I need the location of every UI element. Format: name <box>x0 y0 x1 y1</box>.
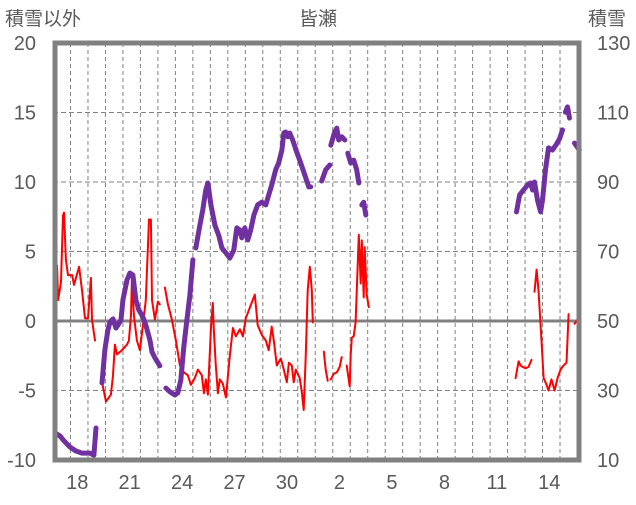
y-right-tick-label: 70 <box>597 242 619 264</box>
y-left-tick-label: 15 <box>14 103 36 125</box>
y-right-tick-label: 50 <box>597 311 619 333</box>
x-tick-label: 14 <box>538 472 560 494</box>
gridlines <box>53 43 581 460</box>
left-axis-label: 積雪以外 <box>5 8 81 30</box>
plot-frame <box>52 40 582 463</box>
y-right-tick-label: 30 <box>597 381 619 403</box>
y-left-tick-label: 10 <box>14 172 36 194</box>
x-tick-label: 2 <box>334 472 345 494</box>
snow-depth-line <box>52 104 582 458</box>
series-lines <box>52 104 582 458</box>
y-left-tick-label: 0 <box>25 311 36 333</box>
y-left-tick-label: 5 <box>25 242 36 264</box>
chart-title: 皆瀬 <box>299 8 337 30</box>
x-tick-label: 11 <box>486 472 507 494</box>
right-axis-label: 積雪 <box>588 8 626 30</box>
y-right-tick-label: 10 <box>597 450 619 472</box>
y-right-tick-label: 90 <box>597 172 619 194</box>
y-left-tick-label: 20 <box>14 33 36 55</box>
x-tick-label: 30 <box>276 472 298 494</box>
x-tick-label: 18 <box>66 472 88 494</box>
y-right-tick-label: 130 <box>597 33 630 55</box>
x-tick-label: 27 <box>223 472 245 494</box>
x-tick-label: 24 <box>171 472 193 494</box>
y-left-tick-label: -5 <box>18 381 36 403</box>
tick-labels: 20 130 15 110 10 90 5 70 0 50 -5 30 -10 10 18 21 24 27 30 2… <box>7 33 630 494</box>
x-tick-label: 5 <box>386 472 397 494</box>
temperature-line <box>53 211 581 411</box>
x-tick-label: 21 <box>119 472 141 494</box>
x-tick-label: 8 <box>439 472 450 494</box>
y-right-tick-label: 110 <box>597 103 629 125</box>
y-left-tick-label: -10 <box>7 450 36 472</box>
